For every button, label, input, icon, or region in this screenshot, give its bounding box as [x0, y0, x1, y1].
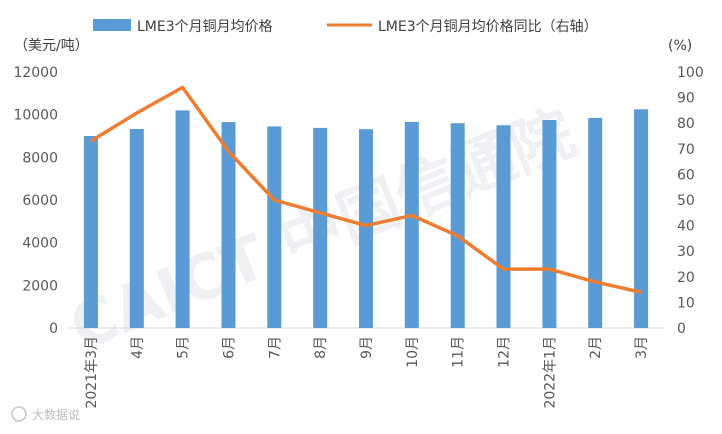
yoy-point-10 [503, 268, 504, 270]
yoy-point-8 [411, 214, 413, 216]
watermark-logo-icon [11, 406, 27, 422]
yoy-point-7 [365, 225, 367, 227]
x-tick-label: 11月 [451, 336, 467, 368]
yoy-point-9 [457, 235, 459, 237]
legend-label-price: LME3个月铜月均价格 [137, 19, 273, 35]
bar-7 [359, 129, 373, 328]
x-tick-label: 2月 [588, 336, 604, 359]
left-tick-label: 0 [49, 321, 58, 337]
x-tick-label: 10月 [405, 336, 421, 368]
line-series [89, 85, 642, 294]
left-tick-label: 2000 [22, 278, 58, 294]
left-tick-label: 4000 [22, 236, 58, 252]
left-tick-label: 10000 [13, 108, 58, 124]
right-axis-ticks: 0 10 20 30 40 50 60 70 80 90 100 [677, 65, 704, 337]
legend-label-yoy: LME3个月铜月均价格同比（右轴） [378, 19, 598, 35]
left-tick-label: 8000 [22, 150, 58, 166]
left-tick-label: 12000 [13, 65, 58, 81]
bar-3 [175, 110, 190, 329]
left-tick-label: 6000 [22, 193, 58, 209]
yoy-point-1 [90, 140, 92, 142]
x-tick-label: 3月 [634, 336, 650, 359]
plot-area: 0 2000 4000 6000 8000 10000 12000 0 10 20 30 40 50 6… [13, 65, 703, 409]
x-axis-ticks: 2021年3月 4月 5月 6月 7月 8月 9月 10月 11月 12月 2022年1月 2月 3月 [84, 336, 650, 409]
x-tick-label: 2021年3月 [84, 336, 100, 409]
right-axis-unit-label: (%) [668, 38, 692, 54]
x-tick-label: 6月 [222, 336, 238, 359]
bar-13 [634, 109, 649, 328]
yoy-point-4 [228, 150, 229, 152]
bar-series [83, 109, 649, 329]
legend: LME3个月铜月均价格 LME3个月铜月均价格同比（右轴） [93, 19, 598, 35]
yoy-point-6 [319, 212, 321, 214]
x-tick-label: 7月 [267, 336, 283, 359]
bar-8 [404, 121, 419, 329]
left-axis-ticks: 0 2000 4000 6000 8000 10000 12000 [13, 65, 58, 337]
bar-6 [313, 127, 328, 329]
right-tick-label: 50 [677, 193, 695, 209]
right-tick-label: 20 [677, 270, 695, 286]
x-tick-label: 8月 [313, 336, 329, 359]
right-tick-label: 90 [677, 91, 695, 107]
bar-11 [542, 120, 557, 328]
bar-2 [129, 129, 144, 328]
bar-12 [588, 117, 603, 329]
yoy-point-11 [548, 268, 550, 270]
bar-1 [83, 136, 98, 328]
bar-10 [496, 125, 511, 328]
legend-swatch-bar [93, 19, 131, 31]
right-tick-label: 60 [677, 167, 695, 183]
x-tick-label: 12月 [497, 336, 513, 368]
yoy-point-2 [136, 112, 138, 114]
right-tick-label: 100 [677, 65, 704, 81]
x-tick-label: 2022年1月 [542, 336, 558, 409]
bar-9 [450, 123, 465, 328]
right-tick-label: 30 [677, 244, 695, 260]
x-tick-label: 5月 [176, 336, 192, 359]
corner-watermark: 大数据说 [11, 406, 80, 422]
x-tick-label: 9月 [359, 336, 375, 359]
yoy-point-13 [640, 291, 642, 293]
right-tick-label: 70 [677, 142, 695, 158]
yoy-point-12 [594, 281, 596, 283]
right-tick-label: 80 [677, 116, 695, 132]
corner-watermark-text: 大数据说 [32, 407, 80, 422]
right-tick-label: 40 [677, 219, 695, 235]
yoy-point-5 [273, 199, 275, 201]
x-tick-label: 4月 [130, 336, 146, 359]
yoy-point-3 [182, 86, 184, 88]
bar-4 [221, 122, 236, 328]
left-axis-unit-label: （美元/吨） [14, 38, 89, 54]
bar-5 [267, 126, 282, 329]
right-tick-label: 10 [677, 295, 695, 311]
right-tick-label: 0 [677, 321, 686, 337]
